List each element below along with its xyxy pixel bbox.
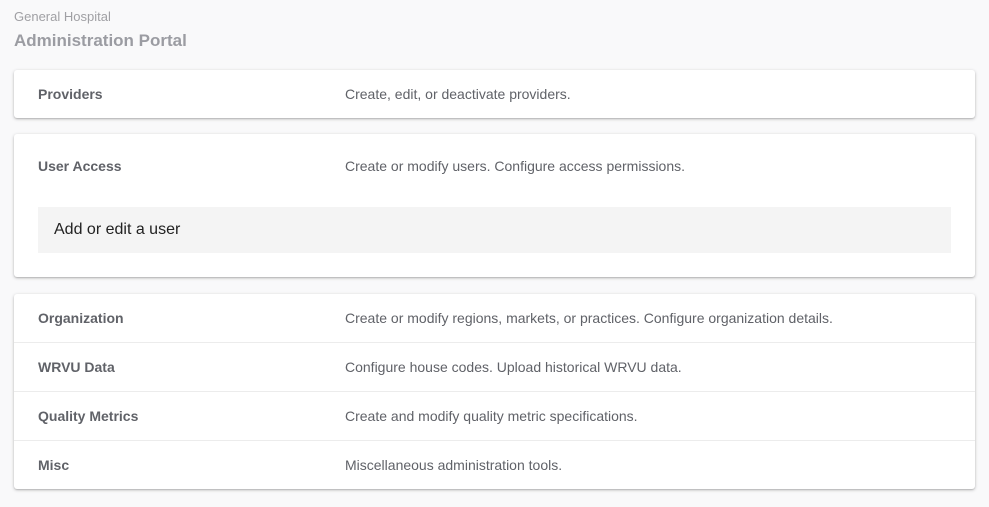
- section-misc[interactable]: Misc Miscellaneous administration tools.: [14, 440, 975, 489]
- section-label: Misc: [38, 457, 70, 473]
- section-user-access[interactable]: User Access Create or modify users. Conf…: [14, 134, 975, 198]
- section-label: Providers: [38, 86, 103, 102]
- section-label: Organization: [38, 310, 124, 326]
- section-label: WRVU Data: [38, 359, 115, 375]
- section-description: Create and modify quality metric specifi…: [345, 408, 638, 424]
- section-description: Miscellaneous administration tools.: [345, 457, 563, 473]
- section-description: Create or modify users. Configure access…: [345, 158, 686, 174]
- section-description: Create or modify regions, markets, or pr…: [345, 310, 833, 326]
- section-providers[interactable]: Providers Create, edit, or deactivate pr…: [14, 70, 975, 118]
- organization-name: General Hospital: [14, 9, 111, 24]
- user-access-card: User Access Create or modify users. Conf…: [14, 134, 975, 277]
- other-sections-card: Organization Create or modify regions, m…: [14, 294, 975, 489]
- add-edit-user-button[interactable]: Add or edit a user: [38, 207, 951, 253]
- providers-card: Providers Create, edit, or deactivate pr…: [14, 70, 975, 118]
- section-label: User Access: [38, 158, 122, 174]
- section-wrvu-data[interactable]: WRVU Data Configure house codes. Upload …: [14, 342, 975, 391]
- section-description: Create, edit, or deactivate providers.: [345, 86, 571, 102]
- page-title: Administration Portal: [14, 31, 187, 50]
- section-quality-metrics[interactable]: Quality Metrics Create and modify qualit…: [14, 391, 975, 440]
- section-description: Configure house codes. Upload historical…: [345, 359, 682, 375]
- section-label: Quality Metrics: [38, 408, 139, 424]
- section-organization[interactable]: Organization Create or modify regions, m…: [14, 294, 975, 342]
